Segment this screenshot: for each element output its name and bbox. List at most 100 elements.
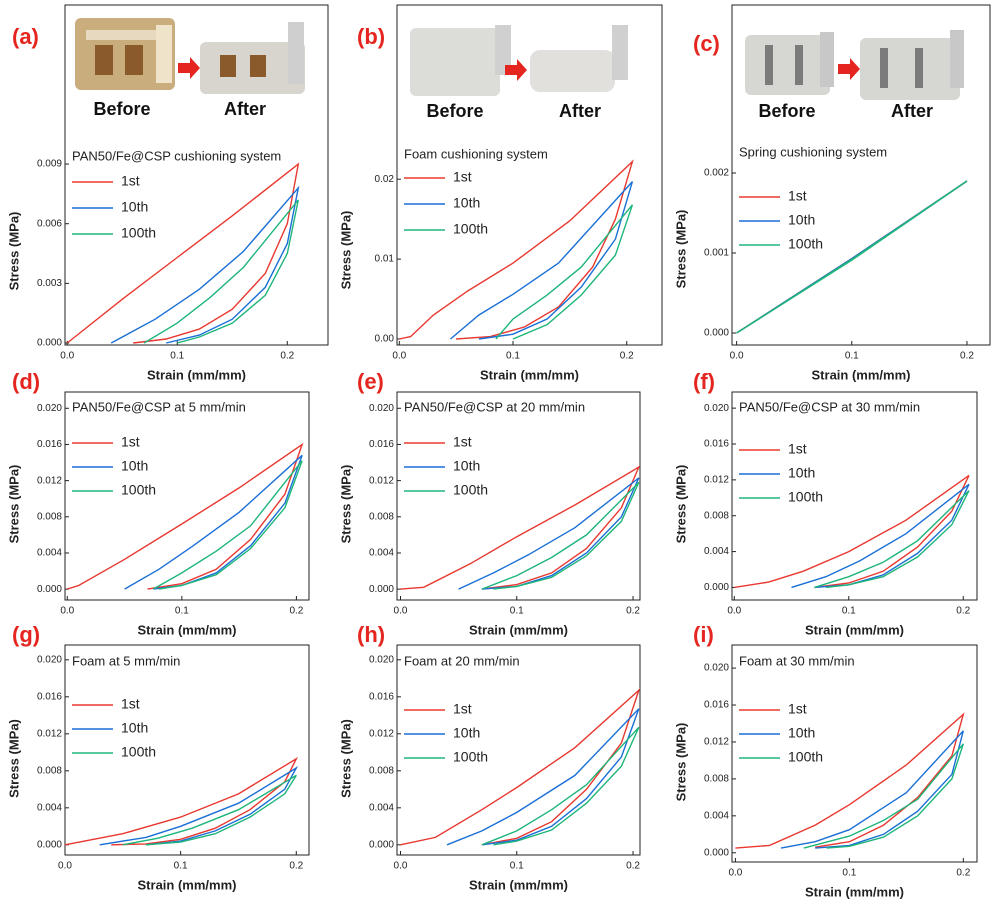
- legend-label: 100th: [788, 489, 823, 505]
- plot-frame: [64, 391, 310, 601]
- plot-title: Spring cushioning system: [739, 144, 887, 159]
- annotation: After: [559, 101, 601, 121]
- photo-detail: [795, 45, 803, 85]
- x-tick-label: 0.2: [280, 351, 294, 362]
- x-tick-label: 0.1: [175, 606, 189, 617]
- plot-title: Foam cushioning system: [404, 146, 548, 161]
- data-line: [481, 726, 640, 846]
- y-tick-label: 0.020: [704, 663, 729, 674]
- x-axis-label: Strain (mm/mm): [138, 877, 237, 892]
- y-axis-label: Stress (MPa): [6, 719, 21, 798]
- x-tick-label: 0.2: [620, 351, 634, 362]
- legend-label: 100th: [453, 482, 488, 498]
- x-tick-label: 0.0: [60, 606, 74, 617]
- legend-label: 1st: [788, 701, 807, 717]
- x-tick-label: 0.0: [394, 606, 408, 617]
- plot-frame: [64, 644, 310, 856]
- photo-detail: [288, 22, 304, 84]
- x-tick-label: 0.0: [392, 351, 406, 362]
- data-line: [814, 490, 970, 589]
- y-tick-label: 0.008: [369, 765, 394, 776]
- panel-label: (i): [693, 622, 714, 647]
- y-tick-label: 0.004: [369, 802, 394, 813]
- x-tick-label: 0.0: [58, 861, 72, 872]
- y-tick-label: 0.000: [37, 584, 62, 595]
- arrow: [178, 57, 200, 79]
- y-axis-label: Stress (MPa): [673, 723, 688, 802]
- panel-label: (f): [693, 369, 715, 394]
- plot-frame: [396, 391, 641, 601]
- x-axis-label: Strain (mm/mm): [805, 622, 904, 637]
- x-tick-label: 0.1: [506, 351, 520, 362]
- data-line: [791, 483, 970, 589]
- x-tick-label: 0.0: [394, 861, 408, 872]
- data-line: [495, 204, 634, 340]
- y-tick-label: 0.020: [369, 654, 394, 665]
- y-tick-label: 0.016: [704, 439, 729, 450]
- plot-title: PAN50/Fe@CSP at 20 mm/min: [404, 399, 585, 414]
- y-axis-label: Stress (MPa): [338, 465, 353, 544]
- y-tick-label: 0.000: [37, 839, 62, 850]
- legend-label: 1st: [788, 441, 807, 457]
- y-tick-label: 0.01: [375, 254, 395, 265]
- y-axis-label: Stress (MPa): [6, 212, 21, 291]
- annotation: Before: [758, 101, 815, 121]
- panel-label: (d): [12, 369, 40, 394]
- plot-frame: [731, 391, 978, 601]
- plot-title: PAN50/Fe@CSP cushioning system: [72, 148, 281, 163]
- data-line: [67, 442, 304, 590]
- photo-detail: [495, 25, 511, 75]
- plot-title: PAN50/Fe@CSP at 30 mm/min: [739, 399, 920, 414]
- legend-label: 100th: [121, 744, 156, 760]
- arrow: [838, 58, 860, 80]
- data-line: [481, 481, 640, 590]
- legend-label: 100th: [788, 749, 823, 765]
- data-line: [780, 730, 964, 849]
- x-tick-label: 0.0: [730, 351, 744, 362]
- x-tick-label: 0.2: [289, 606, 303, 617]
- legend-label: 1st: [121, 696, 140, 712]
- x-tick-label: 0.1: [174, 861, 188, 872]
- data-line: [450, 181, 634, 340]
- x-axis-label: Strain (mm/mm): [805, 884, 904, 899]
- x-axis-label: Strain (mm/mm): [469, 877, 568, 892]
- y-tick-label: 0.004: [37, 802, 62, 813]
- y-tick-label: 0.012: [369, 728, 394, 739]
- photo-detail: [95, 45, 113, 75]
- legend-label: 10th: [453, 195, 480, 211]
- data-line: [66, 162, 300, 344]
- y-tick-label: 0.020: [37, 654, 62, 665]
- legend-label: 100th: [121, 225, 156, 241]
- photo-detail: [86, 30, 164, 40]
- x-tick-label: 0.2: [960, 351, 974, 362]
- y-axis-label: Stress (MPa): [338, 719, 353, 798]
- photo-detail: [250, 55, 266, 77]
- x-tick-label: 0.2: [626, 606, 640, 617]
- plot-frame: [396, 644, 641, 856]
- y-tick-label: 0.020: [704, 403, 729, 414]
- x-tick-label: 0.1: [510, 861, 524, 872]
- data-line: [399, 159, 634, 340]
- plot-frame: [396, 4, 663, 346]
- data-line: [400, 688, 641, 846]
- photo-detail: [915, 48, 923, 88]
- data-line: [803, 743, 964, 849]
- legend-label: 1st: [788, 188, 807, 204]
- y-tick-label: 0.009: [37, 159, 62, 170]
- y-axis-label: Stress (MPa): [673, 210, 688, 289]
- photos: [75, 18, 964, 100]
- y-tick-label: 0.00: [375, 334, 395, 345]
- data-line: [124, 454, 303, 590]
- y-tick-label: 0.008: [704, 774, 729, 785]
- data-line: [110, 185, 300, 344]
- y-tick-label: 0.012: [37, 728, 62, 739]
- panel-label: (e): [357, 369, 384, 394]
- y-tick-label: 0.016: [369, 691, 394, 702]
- plot-title: Foam at 5 mm/min: [72, 653, 180, 668]
- photo-before: [745, 35, 830, 95]
- y-tick-label: 0.012: [369, 475, 394, 486]
- y-tick-label: 0.000: [37, 338, 62, 349]
- y-tick-label: 0.000: [704, 582, 729, 593]
- y-tick-label: 0.016: [37, 439, 62, 450]
